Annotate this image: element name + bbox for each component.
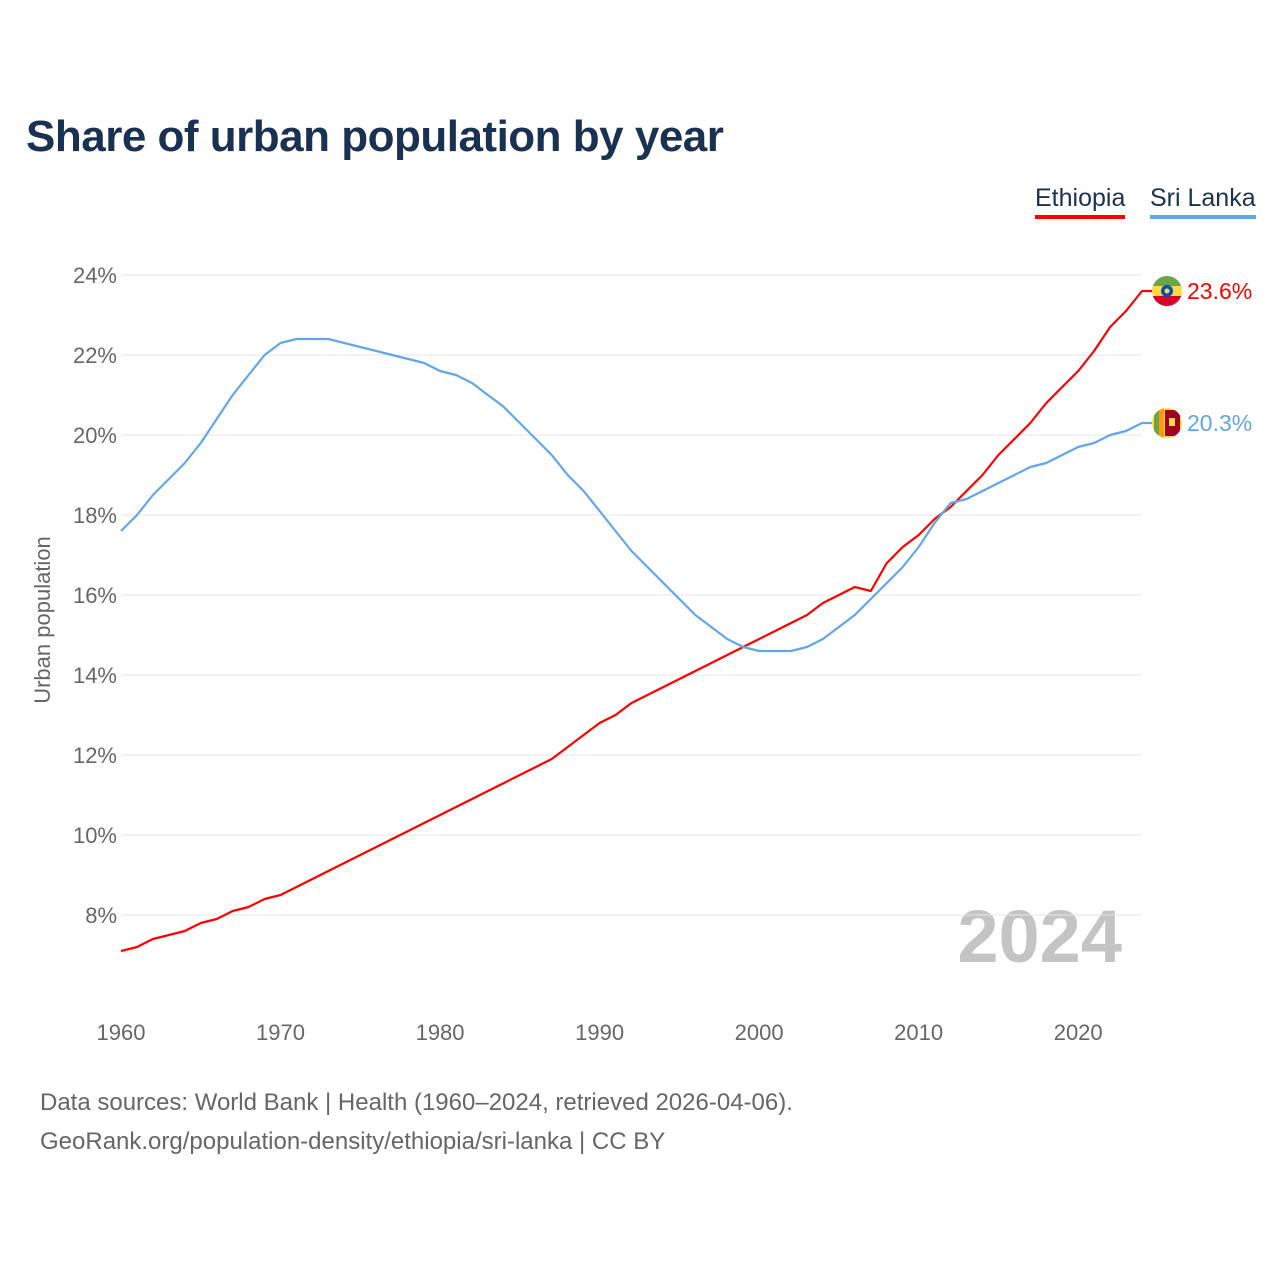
y-tick-label: 22% [73,343,117,368]
y-tick-label: 18% [73,503,117,528]
y-tick-label: 10% [73,823,117,848]
source-link[interactable]: GeoRank.org/population-density/ethiopia/… [40,1128,666,1155]
y-axis-label: Urban population [30,536,55,704]
year-watermark: 2024 [957,895,1122,978]
y-tick-label: 20% [73,423,117,448]
end-value-label: 20.3% [1187,410,1252,436]
x-tick-label: 1970 [256,1020,305,1045]
y-tick-label: 24% [73,263,117,288]
x-tick-label: 1990 [575,1020,624,1045]
sri-lanka-flag-icon [1152,408,1182,438]
y-tick-label: 16% [73,583,117,608]
ethiopia-flag-icon [1152,276,1182,306]
y-tick-label: 8% [85,903,117,928]
x-tick-label: 2010 [894,1020,943,1045]
legend-sri-lanka[interactable]: Sri Lanka [1150,184,1256,219]
y-tick-label: 14% [73,663,117,688]
legend-ethiopia[interactable]: Ethiopia [1035,184,1126,219]
x-tick-label: 2020 [1054,1020,1103,1045]
x-tick-label: 1960 [97,1020,146,1045]
x-tick-label: 1980 [416,1020,465,1045]
end-value-label: 23.6% [1187,278,1252,304]
source-text: Data sources: World Bank | Health (1960–… [40,1089,793,1116]
y-tick-label: 12% [73,743,117,768]
x-tick-label: 2000 [735,1020,784,1045]
series-line-ethiopia [120,289,1152,953]
chart-title: Share of urban population by year [26,112,724,161]
series-line-sri-lanka [120,337,1152,653]
